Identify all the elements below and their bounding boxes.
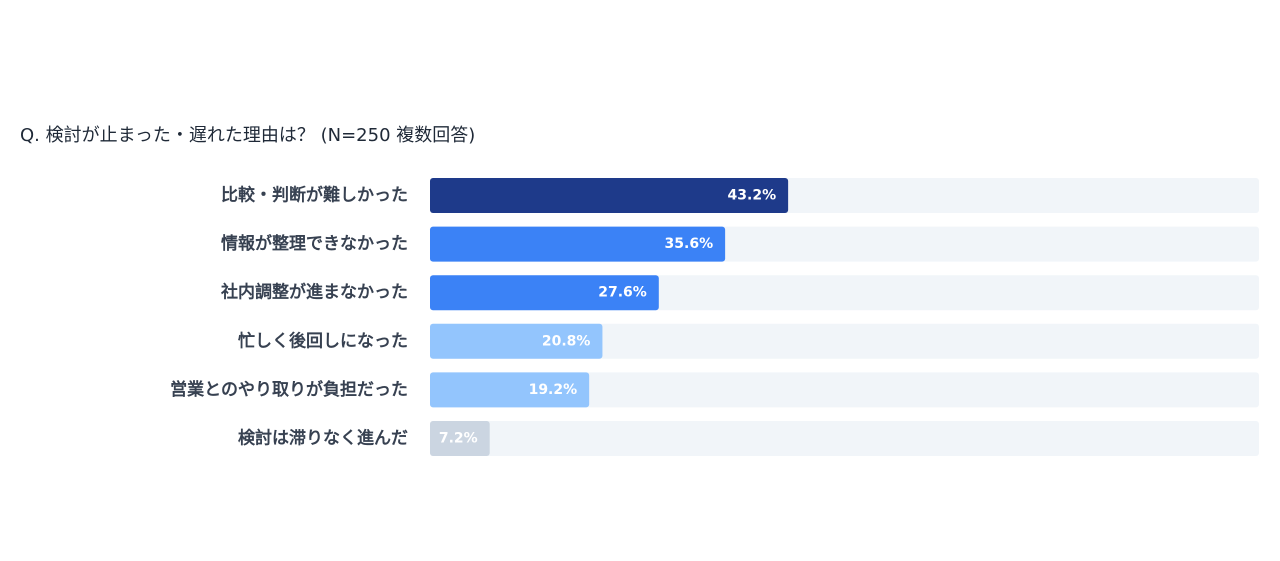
category-label: 検討は滞りなく進んだ	[238, 428, 408, 449]
value-label: 43.2%	[728, 188, 777, 204]
value-label: 19.2%	[529, 382, 578, 398]
bar-track	[430, 372, 1259, 408]
bar	[430, 275, 659, 311]
category-label: 忙しく後回しになった	[238, 330, 408, 351]
category-label: 情報が整理できなかった	[221, 233, 408, 254]
bar	[430, 372, 590, 408]
category-label: 社内調整が進まなかった	[220, 282, 408, 303]
bar	[430, 323, 603, 359]
category-label: 営業とのやり取りが負担だった	[170, 379, 408, 400]
bar-track	[430, 323, 1259, 359]
value-label: 27.6%	[598, 285, 647, 301]
value-label: 35.6%	[665, 236, 714, 252]
category-label: 比較・判断が難しかった	[221, 185, 408, 206]
value-label: 20.8%	[542, 333, 591, 349]
value-label: 7.2%	[439, 431, 478, 447]
bar	[430, 178, 789, 213]
chart-title: Q. 検討が止まった・遅れた理由は？ (N=250 複数回答)	[20, 125, 476, 146]
bar-track	[430, 421, 1259, 456]
bar	[430, 226, 726, 262]
bar	[430, 421, 490, 456]
